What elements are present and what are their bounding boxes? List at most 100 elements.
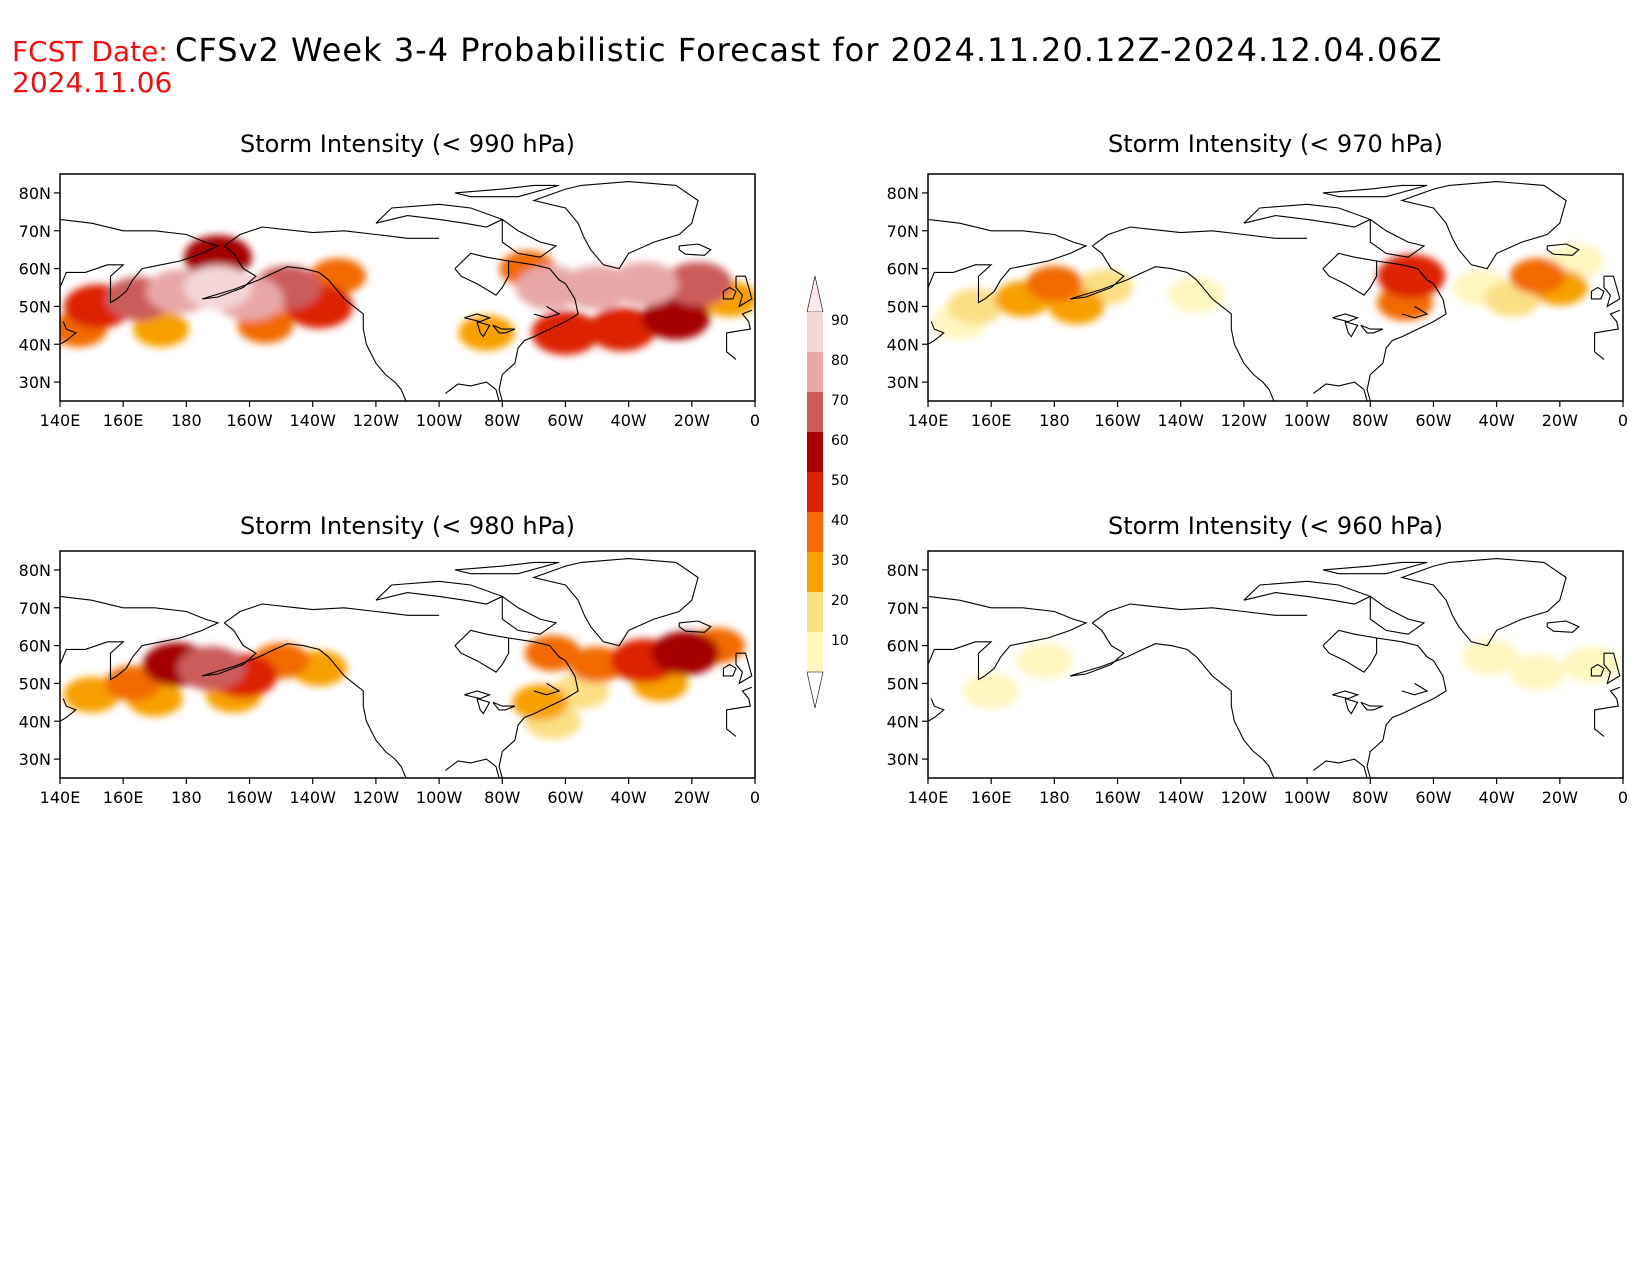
colorbar-label: 30 (831, 553, 849, 569)
coastline (1399, 558, 1567, 647)
coastline (928, 698, 945, 738)
map-frame (59, 550, 756, 779)
lon-tick-label: 100W (416, 411, 463, 430)
colorbar: 90 80 70 60 50 40 30 20 10 (806, 275, 849, 709)
lat-tick-label: 60N (887, 637, 919, 656)
coastline (722, 663, 737, 677)
coastline (678, 620, 712, 633)
probability-blob (531, 310, 600, 355)
lon-tick-label: 80W (484, 411, 520, 430)
lon-tick-label: 0 (1618, 411, 1628, 430)
lon-tick-label: 100W (1284, 788, 1331, 807)
colorbar-swatch (807, 392, 823, 432)
lon-tick-label: 140E (908, 788, 949, 807)
coastline (508, 260, 566, 285)
panel-title: Storm Intensity (< 960 hPa) (1108, 512, 1443, 540)
panel-title: Storm Intensity (< 990 hPa) (240, 130, 575, 158)
lat-tick-label: 60N (19, 637, 51, 656)
lat-tick-label: 60N (887, 260, 919, 279)
probability-blob (515, 265, 584, 310)
coastline (60, 698, 77, 738)
probability-blob (524, 635, 581, 672)
lon-tick-label: 40W (611, 411, 647, 430)
probability-field (963, 638, 1620, 709)
probability-blob (1016, 642, 1073, 679)
lon-tick-label: 140W (290, 788, 337, 807)
lat-tick-label: 30N (887, 373, 919, 392)
lat-tick-label: 80N (19, 561, 51, 580)
lon-tick-label: 60W (1415, 411, 1451, 430)
coastline (1546, 243, 1580, 256)
coastline (726, 309, 753, 360)
lon-tick-label: 20W (674, 411, 710, 430)
lon-tick-label: 160E (103, 411, 144, 430)
coastline (223, 226, 440, 247)
coastline (1401, 682, 1429, 696)
coastline (1313, 758, 1368, 778)
lon-tick-label: 20W (674, 788, 710, 807)
lon-tick-label: 120W (1221, 788, 1268, 807)
probability-blob (1563, 646, 1620, 683)
lat-tick-label: 40N (19, 712, 51, 731)
coastline (476, 321, 491, 338)
lat-tick-label: 70N (887, 222, 919, 241)
coastline (498, 660, 579, 778)
lon-tick-label: 160E (971, 411, 1012, 430)
lon-tick-label: 180 (1039, 788, 1070, 807)
lat-tick-label: 50N (19, 674, 51, 693)
coastline (1070, 245, 1275, 401)
lat-tick-label: 40N (19, 335, 51, 354)
lon-tick-label: 20W (1542, 788, 1578, 807)
lat-tick-label: 40N (887, 335, 919, 354)
lon-tick-label: 40W (1479, 411, 1515, 430)
lon-tick-label: 160W (226, 411, 273, 430)
coastline (492, 324, 516, 334)
coastline (1369, 218, 1426, 258)
coastline (375, 203, 504, 228)
lon-tick-label: 140E (908, 411, 949, 430)
lon-tick-label: 40W (611, 788, 647, 807)
coastlines (60, 558, 753, 778)
lon-tick-label: 160W (226, 788, 273, 807)
probability-blob (569, 646, 626, 683)
coastline (1332, 690, 1360, 700)
lon-tick-label: 120W (353, 788, 400, 807)
lat-tick-label: 30N (19, 373, 51, 392)
colorbar-bottom-arrow (806, 671, 824, 709)
lon-tick-label: 60W (547, 788, 583, 807)
coastline (454, 252, 510, 296)
lat-tick-label: 80N (19, 184, 51, 203)
lon-tick-label: 180 (171, 411, 202, 430)
probability-blob (183, 265, 252, 310)
lon-tick-label: 140W (1158, 788, 1205, 807)
lat-tick-label: 70N (19, 599, 51, 618)
coastline (928, 218, 1088, 304)
map-panel-p970: Storm Intensity (< 970 hPa) 140E 160E 180 16… (887, 130, 1628, 430)
map-frame (927, 173, 1624, 402)
coastline (464, 313, 492, 323)
coastline (531, 181, 699, 270)
map-panel-p960: Storm Intensity (< 960 hPa) 140E 160E 180 16… (887, 512, 1628, 807)
probability-field (60, 235, 755, 355)
coastline (464, 690, 492, 700)
coastline (476, 698, 491, 715)
coastline (454, 629, 510, 673)
coastline (60, 321, 77, 361)
probability-blob (1462, 638, 1519, 675)
lon-tick-label: 60W (547, 411, 583, 430)
coastline (1322, 561, 1428, 575)
lon-tick-label: 160W (1094, 411, 1141, 430)
coastline (445, 381, 500, 401)
lon-tick-label: 160W (1094, 788, 1141, 807)
coastline (1322, 629, 1378, 673)
coastline (531, 558, 699, 647)
lat-tick-label: 30N (887, 750, 919, 769)
coastline (202, 245, 407, 401)
coastline (454, 561, 560, 575)
colorbar-label: 10 (831, 633, 849, 649)
colorbar-label: 40 (831, 513, 849, 529)
colorbar-swatch (807, 352, 823, 392)
lon-tick-label: 180 (1039, 411, 1070, 430)
coastline (1322, 252, 1378, 296)
lat-tick-label: 60N (19, 260, 51, 279)
